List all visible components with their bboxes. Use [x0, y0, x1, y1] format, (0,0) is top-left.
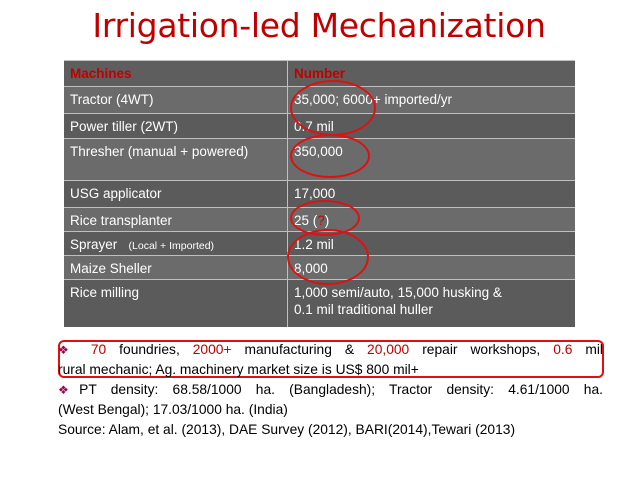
table-row: Rice milling 1,000 semi/auto, 15,000 hus…: [64, 279, 575, 327]
machine-cell: Rice transplanter: [64, 208, 288, 231]
stat-value: 70: [90, 342, 107, 357]
machine-cell: Maize Sheller: [64, 256, 288, 279]
number-cell: 1,000 semi/auto, 15,000 husking & 0.1 mil…: [288, 280, 575, 327]
stat-text: manufacturing &: [231, 342, 368, 357]
source-line: Source: Alam, et al. (2013), DAE Survey …: [58, 422, 516, 437]
header-machines: Machines: [64, 61, 288, 86]
highlight-circle: [290, 134, 370, 178]
stat-text: repair workshops,: [409, 342, 554, 357]
machine-cell: USG applicator: [64, 181, 288, 207]
machine-cell: Thresher (manual + powered): [64, 139, 288, 180]
stat-value: 2000+: [192, 342, 232, 357]
stat-value: 20,000: [367, 342, 410, 357]
machine-cell: Rice milling: [64, 280, 288, 327]
stat-text: foundries,: [106, 342, 193, 357]
machine-note: (Local + Imported): [128, 240, 215, 252]
machine-cell: Tractor (4WT): [64, 87, 288, 113]
highlight-circle: [287, 229, 369, 285]
stat-value: 0.6: [553, 342, 573, 357]
stat-text: mil: [572, 342, 603, 357]
note-line: ❖ 70 foundries, 2000+ manufacturing & 20…: [58, 340, 603, 360]
note-line: (West Bengal); 17.03/1000 ha. (India): [58, 402, 288, 417]
note-line: ❖PT density: 68.58/1000 ha. (Bangladesh)…: [58, 380, 603, 400]
density-text: PT density: 68.58/1000 ha. (Bangladesh);…: [79, 382, 603, 397]
highlight-box: [58, 340, 604, 378]
diamond-bullet-icon: ❖: [58, 383, 80, 397]
number-line: 1,000 semi/auto, 15,000 husking &: [294, 285, 502, 300]
machine-name: Sprayer: [70, 237, 118, 252]
slide-title: Irrigation-led Mechanization: [92, 6, 546, 45]
header-number: Number: [294, 66, 346, 81]
number-cell: 17,000: [294, 186, 336, 201]
notes-block: ❖ 70 foundries, 2000+ manufacturing & 20…: [58, 340, 603, 440]
number-line: 0.1 mil traditional huller: [294, 302, 433, 317]
machine-cell: Sprayer (Local + Imported): [64, 232, 288, 255]
note-line: rural mechanic; Ag. machinery market siz…: [58, 362, 419, 377]
highlight-circle: [290, 80, 376, 136]
machine-cell: Power tiller (2WT): [64, 114, 288, 138]
diamond-bullet-icon: ❖: [58, 343, 78, 357]
